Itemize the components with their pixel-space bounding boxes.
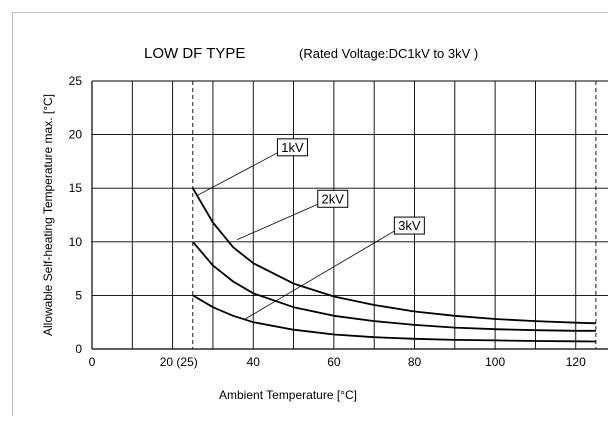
- x-tick-label: 0: [89, 355, 96, 369]
- plot-area: 0 5 10 15 20 25 0 20 (25) 40 60 80 100 120 1kV 2kV 3kV: [69, 74, 608, 369]
- x-axis-label: Ambient Temperature [°C]: [219, 388, 357, 402]
- x-tick-label: 80: [408, 355, 422, 369]
- y-tick-label: 20: [69, 128, 83, 142]
- annotation-leader: [196, 152, 278, 197]
- y-tick-label: 10: [69, 235, 83, 249]
- x-tick-label: 60: [327, 355, 341, 369]
- series-line-1kV: [192, 187, 596, 325]
- annotation-leader: [236, 203, 318, 241]
- annotation-box: [393, 216, 425, 235]
- annotation-box: [317, 189, 349, 208]
- x-tick-label: 120: [566, 355, 586, 369]
- annotation-box: [276, 138, 308, 157]
- y-tick-label: 15: [69, 181, 83, 195]
- x-tick-label: 20 (25): [160, 355, 198, 369]
- chart-subtitle: (Rated Voltage:DC1kV to 3kV ): [299, 46, 478, 61]
- y-tick-label: 0: [75, 342, 82, 356]
- chart-frame: [12, 12, 608, 416]
- series-line-3kV: [192, 294, 596, 343]
- y-tick-label: 25: [69, 74, 83, 88]
- x-tick-label: 40: [247, 355, 261, 369]
- annotation-label: 2kV: [322, 191, 345, 206]
- series-line-2kV: [192, 241, 596, 332]
- chart-title: LOW DF TYPE: [144, 45, 245, 62]
- annotation-label: 3kV: [398, 218, 421, 233]
- y-tick-label: 5: [75, 288, 82, 302]
- annotation-label: 1kV: [281, 140, 304, 155]
- x-tick-label: 100: [485, 355, 505, 369]
- y-axis-label: Allowable Self-heating Temperature max. …: [41, 94, 55, 336]
- annotation-leader: [244, 230, 395, 320]
